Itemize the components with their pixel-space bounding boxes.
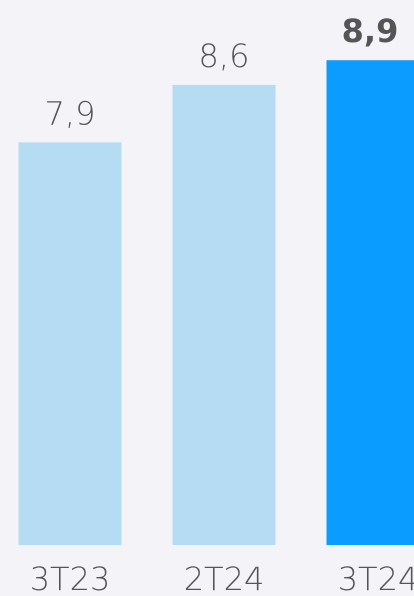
value-label: 8,9 xyxy=(342,12,399,50)
bar xyxy=(172,84,276,545)
bar xyxy=(326,60,414,545)
value-label: 7,9 xyxy=(45,94,96,132)
x-tick-label: 2T24 xyxy=(184,560,265,596)
bar xyxy=(18,142,122,545)
x-tick-label: 3T23 xyxy=(30,560,111,596)
value-label: 8,6 xyxy=(199,37,250,75)
x-tick-label: 3T24 xyxy=(338,560,414,596)
